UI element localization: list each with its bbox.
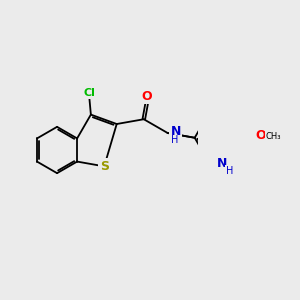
- Text: N: N: [217, 157, 227, 170]
- Text: H: H: [170, 135, 178, 145]
- Text: O: O: [255, 129, 266, 142]
- Text: N: N: [170, 125, 181, 138]
- Text: O: O: [141, 90, 152, 103]
- Text: H: H: [226, 166, 233, 176]
- Text: Cl: Cl: [83, 88, 95, 98]
- Text: S: S: [100, 160, 109, 173]
- Text: CH₃: CH₃: [266, 132, 281, 141]
